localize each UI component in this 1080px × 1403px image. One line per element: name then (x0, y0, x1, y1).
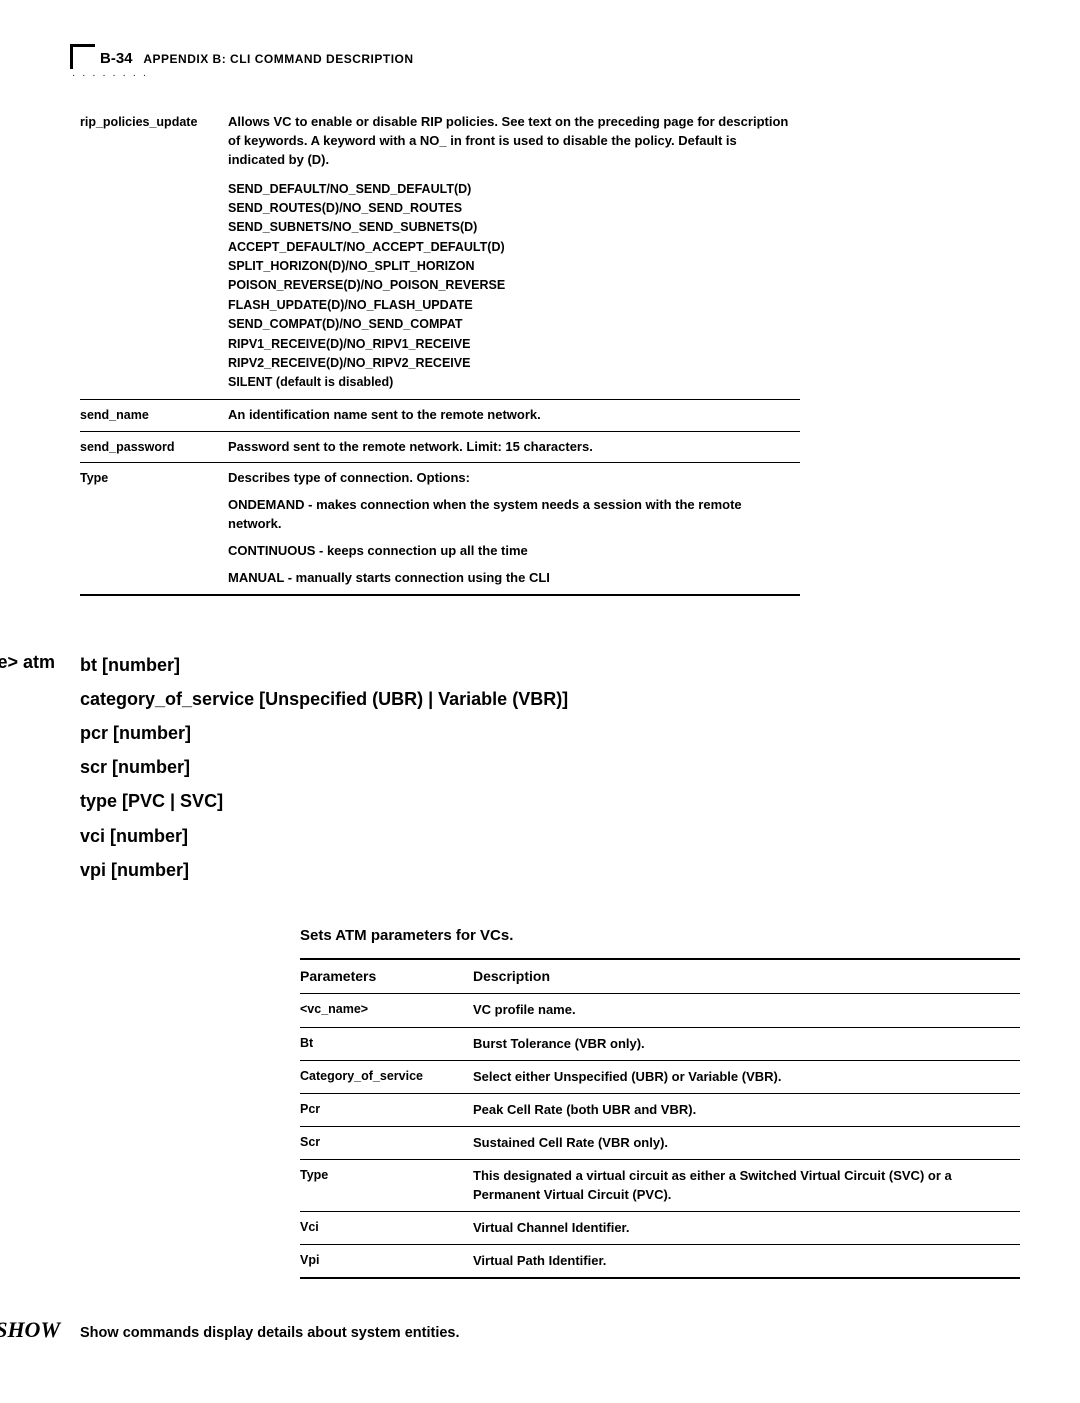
t2-h1: Parameters (300, 959, 473, 994)
params-table-2: Parameters Description <vc_name> VC prof… (300, 958, 1020, 1279)
t2-r7-param: Vpi (300, 1244, 473, 1278)
t2-r2-param: Category_of_service (300, 1060, 473, 1093)
page-number: B-34 (100, 50, 133, 67)
t2-r4-desc: Sustained Cell Rate (VBR only). (473, 1127, 1020, 1160)
dots-decoration: · · · · · · · · (72, 70, 148, 81)
command-args: bt [number] category_of_service [Unspeci… (80, 648, 568, 887)
table1-container: rip_policies_update Allows VC to enable … (80, 107, 800, 596)
t2-r5-desc: This designated a virtual circuit as eit… (473, 1160, 1020, 1211)
command-subdesc: Sets ATM parameters for VCs. (300, 927, 1020, 944)
t2-r0-param: <vc_name> (300, 994, 473, 1027)
command-subdesc-block: Sets ATM parameters for VCs. Parameters … (300, 927, 1020, 1279)
t1-r0-keywords: SEND_DEFAULT/NO_SEND_DEFAULT(D) SEND_ROU… (228, 180, 792, 393)
t2-r1-desc: Burst Tolerance (VBR only). (473, 1027, 1020, 1060)
t1-r0-desc: Allows VC to enable or disable RIP polic… (228, 107, 800, 399)
t2-r2-desc: Select either Unspecified (UBR) or Varia… (473, 1060, 1020, 1093)
t1-r3-param: Type (80, 463, 228, 595)
header-title: APPENDIX B: CLI COMMAND DESCRIPTION (143, 52, 413, 66)
page: · · · · · · · · B-34 APPENDIX B: CLI COM… (0, 0, 1080, 1403)
command-block: set vc <vc_name> atm bt [number] categor… (0, 648, 800, 887)
t2-h2: Description (473, 959, 1020, 994)
t1-r3-desc: Describes type of connection. Options: O… (228, 463, 800, 595)
t2-r4-param: Scr (300, 1127, 473, 1160)
t2-r6-desc: Virtual Channel Identifier. (473, 1211, 1020, 1244)
t2-r3-param: Pcr (300, 1094, 473, 1127)
t2-r7-desc: Virtual Path Identifier. (473, 1244, 1020, 1278)
show-block: SHOW Show commands display details about… (0, 1317, 800, 1343)
t2-r1-param: Bt (300, 1027, 473, 1060)
command-name: set vc <vc_name> atm (0, 648, 80, 677)
t1-r1-param: send_name (80, 399, 228, 431)
t1-r1-desc: An identification name sent to the remot… (228, 399, 800, 431)
params-table-1: rip_policies_update Allows VC to enable … (80, 107, 800, 596)
t1-r0-param: rip_policies_update (80, 107, 228, 399)
page-header: B-34 APPENDIX B: CLI COMMAND DESCRIPTION (100, 50, 1020, 67)
t1-r2-param: send_password (80, 431, 228, 463)
t2-r6-param: Vci (300, 1211, 473, 1244)
show-text: Show commands display details about syst… (80, 1325, 460, 1341)
corner-decoration (70, 44, 95, 69)
t1-r2-desc: Password sent to the remote network. Lim… (228, 431, 800, 463)
show-heading: SHOW (0, 1317, 80, 1343)
t2-r3-desc: Peak Cell Rate (both UBR and VBR). (473, 1094, 1020, 1127)
t2-r5-param: Type (300, 1160, 473, 1211)
t2-r0-desc: VC profile name. (473, 994, 1020, 1027)
